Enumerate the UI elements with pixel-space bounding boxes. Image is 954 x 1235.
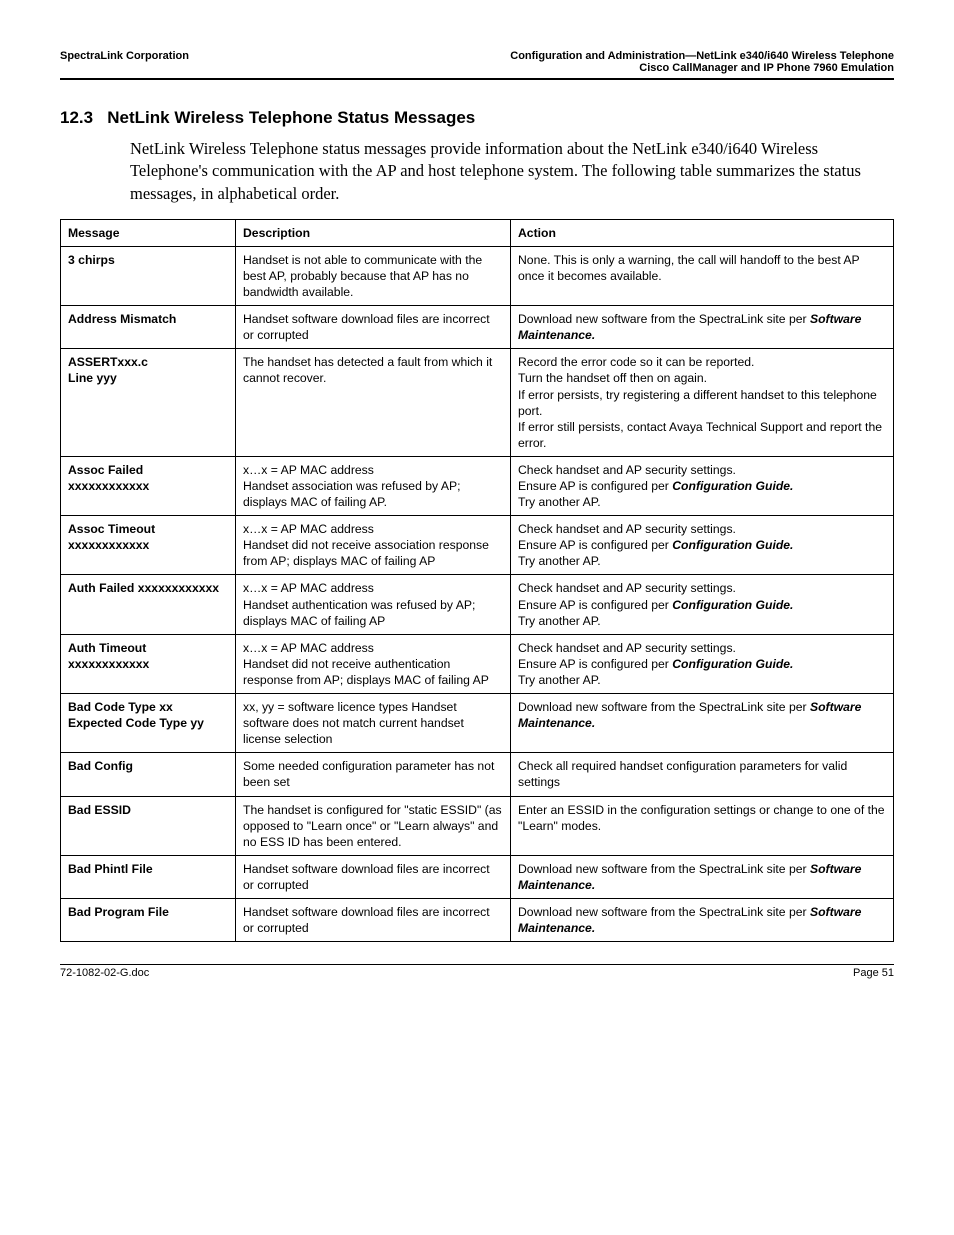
cell-message: Assoc Failedxxxxxxxxxxxx [61, 456, 236, 515]
cell-description: x…x = AP MAC addressHandset did not rece… [236, 634, 511, 693]
cell-message: Assoc Timeoutxxxxxxxxxxxx [61, 516, 236, 575]
table-row: Bad ESSIDThe handset is configured for "… [61, 796, 894, 855]
header-right-1: Configuration and Administration—NetLink… [510, 50, 894, 62]
page-footer: 72-1082-02-G.doc Page 51 [60, 967, 894, 979]
cell-description: x…x = AP MAC addressHandset authenticati… [236, 575, 511, 634]
cell-message: Bad ESSID [61, 796, 236, 855]
footer-rule [60, 964, 894, 965]
table-row: Bad Code Type xxExpected Code Type yyxx,… [61, 694, 894, 753]
cell-message: Bad Code Type xxExpected Code Type yy [61, 694, 236, 753]
table-row: 3 chirpsHandset is not able to communica… [61, 246, 894, 305]
status-table: Message Description Action 3 chirpsHands… [60, 219, 894, 942]
col-header-message: Message [61, 219, 236, 246]
table-row: Assoc Timeoutxxxxxxxxxxxxx…x = AP MAC ad… [61, 516, 894, 575]
col-header-description: Description [236, 219, 511, 246]
cell-message: ASSERTxxx.cLine yyy [61, 349, 236, 457]
section-number: 12.3 [60, 108, 93, 127]
cell-action: Check handset and AP security settings.E… [511, 516, 894, 575]
header-left: SpectraLink Corporation [60, 50, 189, 74]
footer-left: 72-1082-02-G.doc [60, 967, 149, 979]
table-row: Bad Phintl FileHandset software download… [61, 855, 894, 898]
cell-description: Handset software download files are inco… [236, 855, 511, 898]
cell-action: Record the error code so it can be repor… [511, 349, 894, 457]
cell-message: Address Mismatch [61, 306, 236, 349]
header-right-2: Cisco CallManager and IP Phone 7960 Emul… [510, 62, 894, 74]
footer-right: Page 51 [853, 967, 894, 979]
cell-description: The handset is configured for "static ES… [236, 796, 511, 855]
cell-description: Some needed configuration parameter has … [236, 753, 511, 796]
cell-message: Auth Failed xxxxxxxxxxxx [61, 575, 236, 634]
cell-message: Auth Timeoutxxxxxxxxxxxx [61, 634, 236, 693]
table-row: Bad Program FileHandset software downloa… [61, 898, 894, 941]
cell-action: Download new software from the SpectraLi… [511, 855, 894, 898]
cell-action: Enter an ESSID in the configuration sett… [511, 796, 894, 855]
cell-message: Bad Program File [61, 898, 236, 941]
cell-action: Check handset and AP security settings.E… [511, 634, 894, 693]
cell-action: Check handset and AP security settings.E… [511, 456, 894, 515]
table-row: Auth Failed xxxxxxxxxxxxx…x = AP MAC add… [61, 575, 894, 634]
cell-message: 3 chirps [61, 246, 236, 305]
cell-description: Handset is not able to communicate with … [236, 246, 511, 305]
cell-description: x…x = AP MAC addressHandset association … [236, 456, 511, 515]
section-title-text: NetLink Wireless Telephone Status Messag… [107, 108, 475, 127]
cell-action: Download new software from the SpectraLi… [511, 898, 894, 941]
cell-description: Handset software download files are inco… [236, 898, 511, 941]
cell-description: xx, yy = software licence types Handset … [236, 694, 511, 753]
header-rule [60, 78, 894, 80]
table-row: Assoc Failedxxxxxxxxxxxxx…x = AP MAC add… [61, 456, 894, 515]
table-row: Auth Timeoutxxxxxxxxxxxxx…x = AP MAC add… [61, 634, 894, 693]
cell-action: Check handset and AP security settings.E… [511, 575, 894, 634]
cell-action: Check all required handset configuration… [511, 753, 894, 796]
table-row: Address MismatchHandset software downloa… [61, 306, 894, 349]
cell-message: Bad Phintl File [61, 855, 236, 898]
page-header: SpectraLink Corporation Configuration an… [60, 50, 894, 74]
col-header-action: Action [511, 219, 894, 246]
table-row: Bad ConfigSome needed configuration para… [61, 753, 894, 796]
table-row: ASSERTxxx.cLine yyyThe handset has detec… [61, 349, 894, 457]
section-intro: NetLink Wireless Telephone status messag… [130, 138, 894, 205]
header-right: Configuration and Administration—NetLink… [510, 50, 894, 74]
cell-action: None. This is only a warning, the call w… [511, 246, 894, 305]
cell-message: Bad Config [61, 753, 236, 796]
section-heading: 12.3 NetLink Wireless Telephone Status M… [60, 108, 894, 128]
cell-description: The handset has detected a fault from wh… [236, 349, 511, 457]
cell-action: Download new software from the SpectraLi… [511, 306, 894, 349]
table-header-row: Message Description Action [61, 219, 894, 246]
cell-description: x…x = AP MAC addressHandset did not rece… [236, 516, 511, 575]
cell-action: Download new software from the SpectraLi… [511, 694, 894, 753]
cell-description: Handset software download files are inco… [236, 306, 511, 349]
